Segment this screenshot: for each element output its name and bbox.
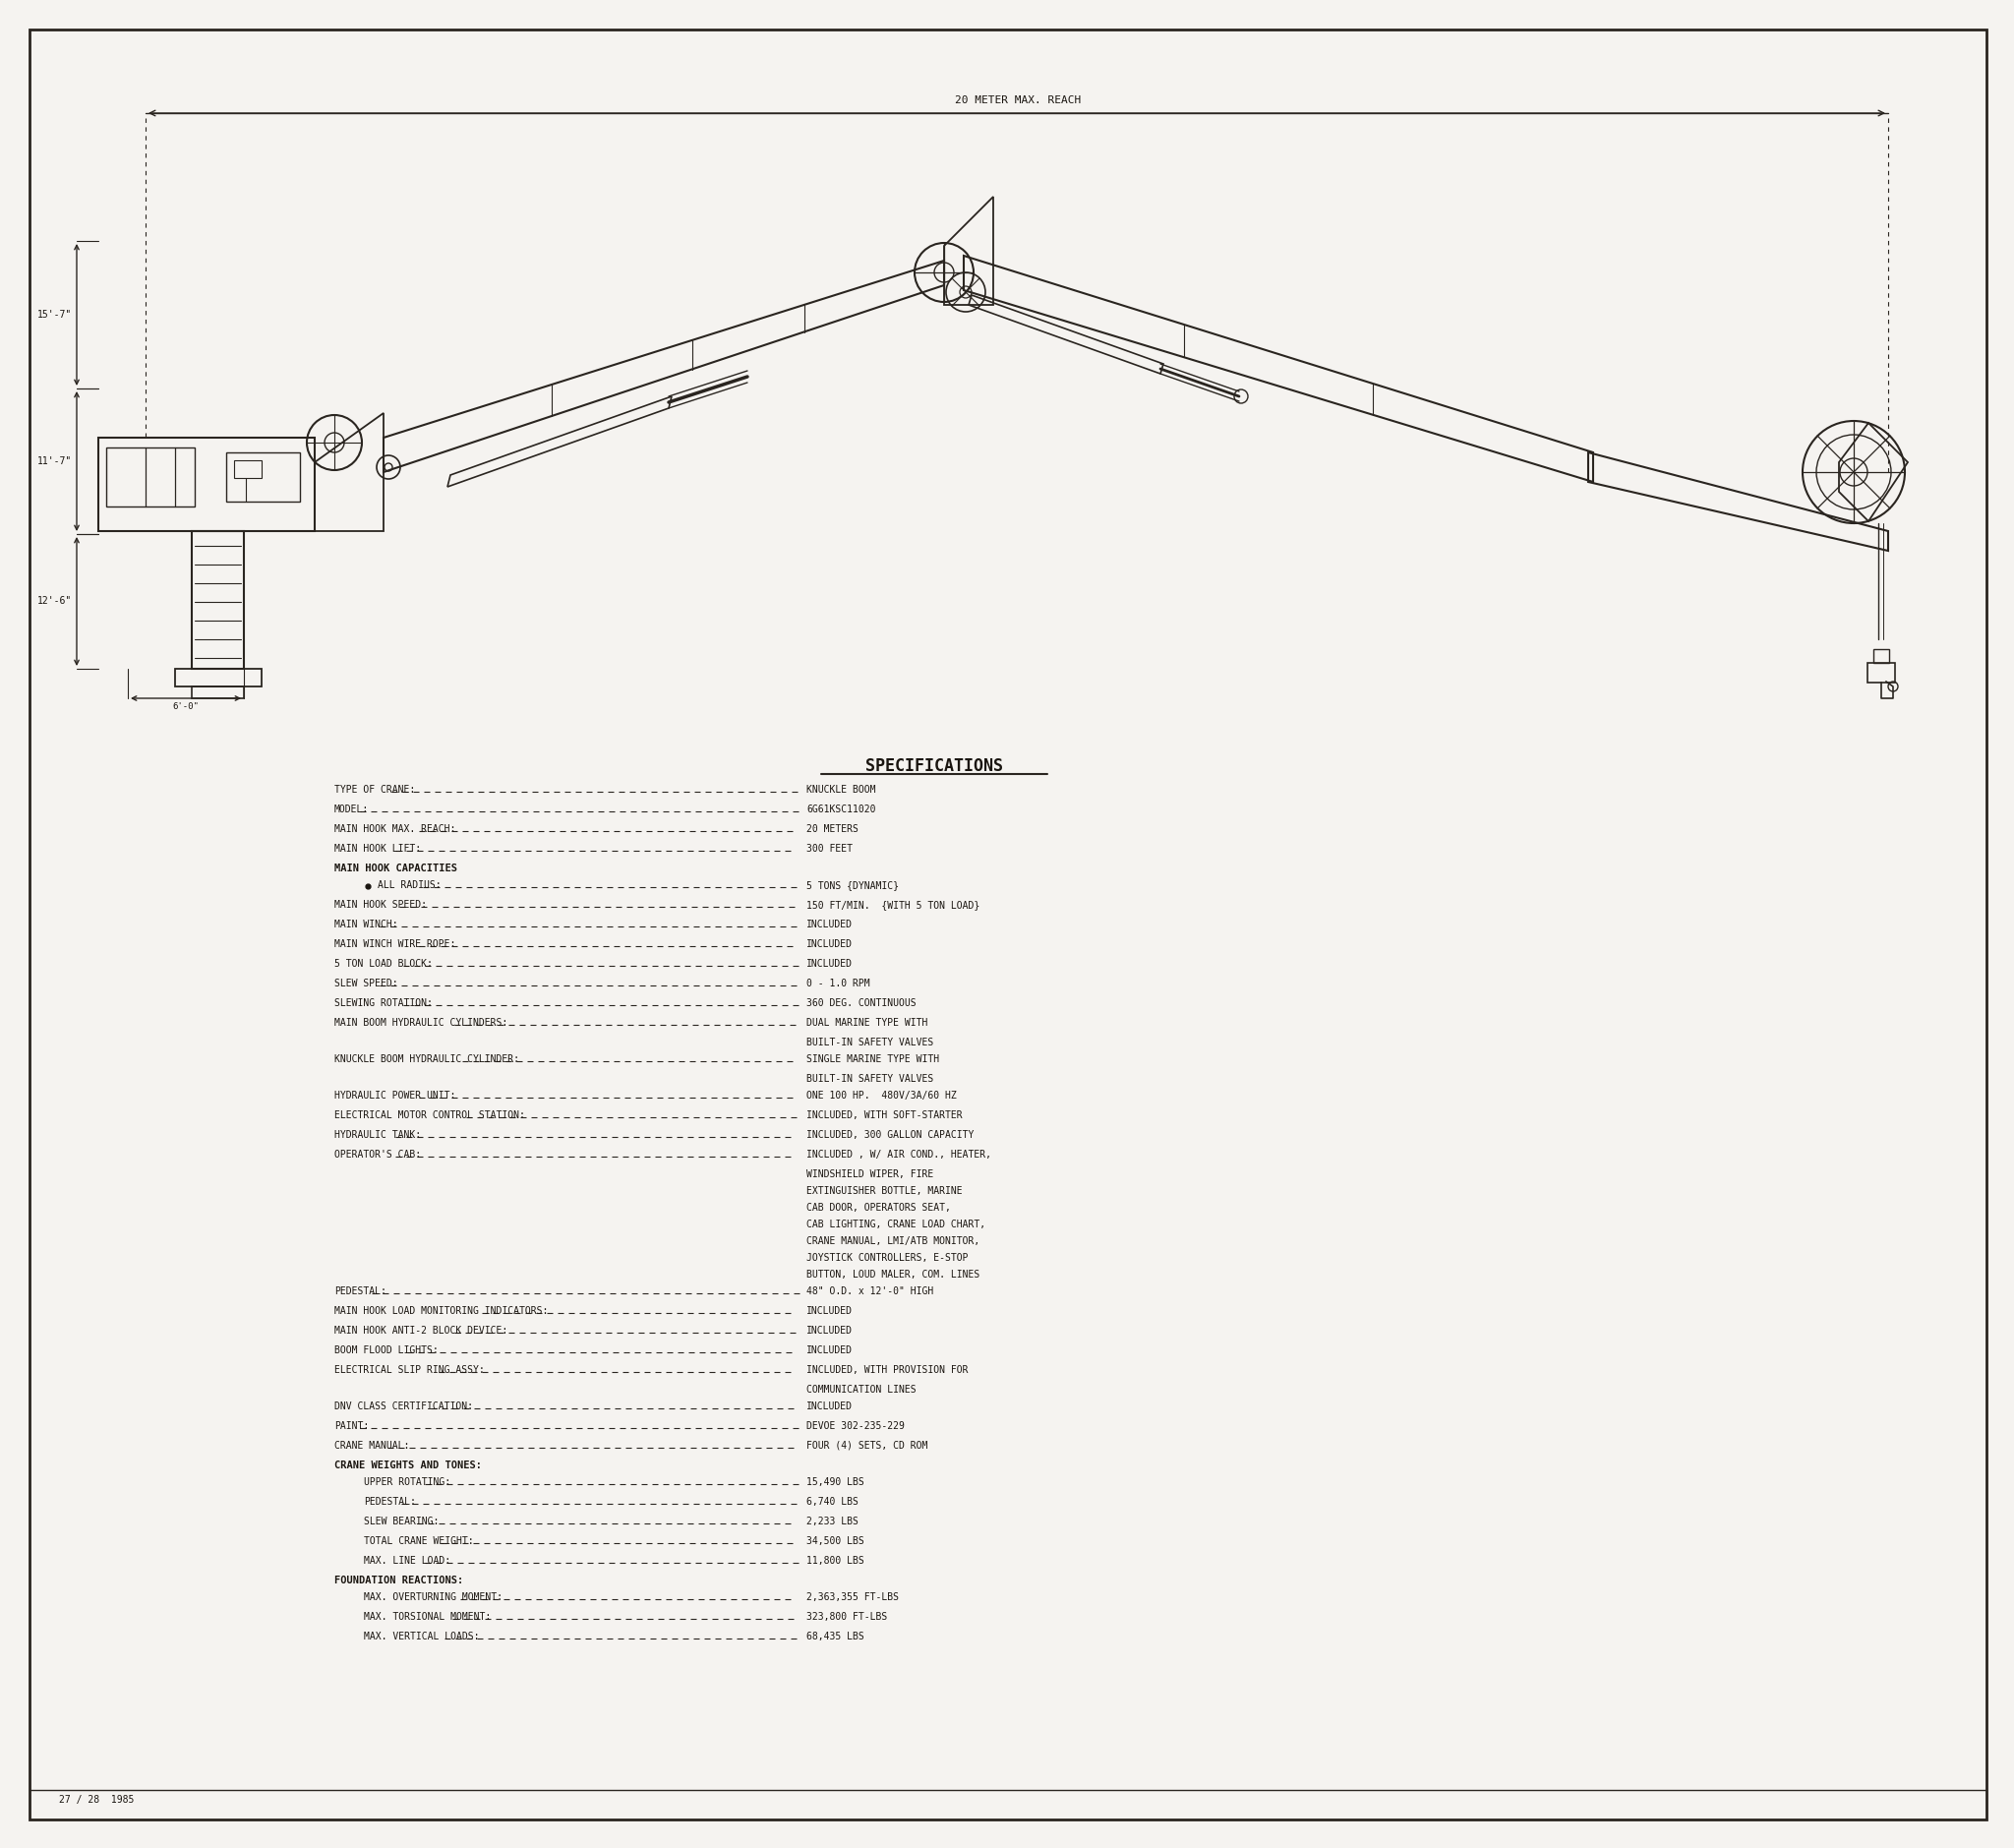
Text: INCLUDED: INCLUDED [806, 1325, 852, 1336]
Text: INCLUDED , W/ AIR COND., HEATER,: INCLUDED , W/ AIR COND., HEATER, [806, 1149, 991, 1159]
Text: JOYSTICK CONTROLLERS, E-STOP: JOYSTICK CONTROLLERS, E-STOP [806, 1253, 969, 1262]
Bar [191, 686, 244, 699]
Text: CRANE WEIGHTS AND TONES:: CRANE WEIGHTS AND TONES: [334, 1460, 481, 1471]
Bar [107, 447, 195, 506]
Text: 20 METERS: 20 METERS [806, 824, 858, 833]
Text: PAINT:: PAINT: [334, 1421, 369, 1430]
Text: MAIN BOOM HYDRAULIC CYLINDERS:: MAIN BOOM HYDRAULIC CYLINDERS: [334, 1018, 508, 1027]
Bar [175, 669, 262, 686]
Text: 15,490 LBS: 15,490 LBS [806, 1477, 864, 1488]
Text: ALL RADIUS:: ALL RADIUS: [379, 880, 441, 891]
Text: HYDRAULIC POWER UNIT:: HYDRAULIC POWER UNIT: [334, 1090, 455, 1101]
Text: ELECTRICAL MOTOR CONTROL STATION:: ELECTRICAL MOTOR CONTROL STATION: [334, 1111, 526, 1120]
Text: 34,500 LBS: 34,500 LBS [806, 1536, 864, 1547]
Bar [191, 530, 244, 669]
Text: EXTINGUISHER BOTTLE, MARINE: EXTINGUISHER BOTTLE, MARINE [806, 1186, 963, 1196]
Text: 68,435 LBS: 68,435 LBS [806, 1632, 864, 1641]
Text: 0 - 1.0 RPM: 0 - 1.0 RPM [806, 979, 870, 989]
Text: 15'-7": 15'-7" [36, 310, 73, 320]
Text: CAB DOOR, OPERATORS SEAT,: CAB DOOR, OPERATORS SEAT, [806, 1203, 951, 1212]
Text: 323,800 FT-LBS: 323,800 FT-LBS [806, 1611, 888, 1623]
Text: MAIN HOOK ANTI-2 BLOCK DEVICE:: MAIN HOOK ANTI-2 BLOCK DEVICE: [334, 1325, 508, 1336]
Bar [1867, 663, 1895, 682]
Text: INCLUDED, 300 GALLON CAPACITY: INCLUDED, 300 GALLON CAPACITY [806, 1129, 975, 1140]
Text: BOOM FLOOD LIGHTS:: BOOM FLOOD LIGHTS: [334, 1345, 439, 1355]
Text: 6,740 LBS: 6,740 LBS [806, 1497, 858, 1506]
Bar [226, 453, 300, 501]
Bar [234, 460, 262, 479]
Text: 11'-7": 11'-7" [36, 456, 73, 466]
Text: MAX. VERTICAL LOADS:: MAX. VERTICAL LOADS: [365, 1632, 479, 1641]
Text: MODEL:: MODEL: [334, 804, 369, 815]
Text: DNV CLASS CERTIFICATION:: DNV CLASS CERTIFICATION: [334, 1401, 473, 1412]
Text: 6'-0": 6'-0" [173, 702, 199, 711]
Text: MAIN WINCH:: MAIN WINCH: [334, 920, 399, 930]
Text: INCLUDED: INCLUDED [806, 1345, 852, 1355]
Text: KNUCKLE BOOM HYDRAULIC CYLINDER:: KNUCKLE BOOM HYDRAULIC CYLINDER: [334, 1055, 520, 1064]
Text: BUILT-IN SAFETY VALVES: BUILT-IN SAFETY VALVES [806, 1037, 934, 1048]
Text: 5 TON LOAD BLOCK:: 5 TON LOAD BLOCK: [334, 959, 433, 968]
Text: 150 FT/MIN.  {WITH 5 TON LOAD}: 150 FT/MIN. {WITH 5 TON LOAD} [806, 900, 979, 909]
Text: COMMUNICATION LINES: COMMUNICATION LINES [806, 1384, 916, 1395]
Text: SLEW BEARING:: SLEW BEARING: [365, 1517, 439, 1526]
Text: SPECIFICATIONS: SPECIFICATIONS [866, 758, 1003, 774]
Text: 27 / 28  1985: 27 / 28 1985 [58, 1794, 135, 1805]
Text: 20 METER MAX. REACH: 20 METER MAX. REACH [955, 96, 1082, 105]
Text: HYDRAULIC TANK:: HYDRAULIC TANK: [334, 1129, 421, 1140]
Text: MAIN WINCH WIRE ROPE:: MAIN WINCH WIRE ROPE: [334, 939, 455, 950]
Text: SINGLE MARINE TYPE WITH: SINGLE MARINE TYPE WITH [806, 1055, 939, 1064]
Text: PEDESTAL:: PEDESTAL: [365, 1497, 415, 1506]
Text: INCLUDED: INCLUDED [806, 939, 852, 950]
Text: INCLUDED, WITH SOFT-STARTER: INCLUDED, WITH SOFT-STARTER [806, 1111, 963, 1120]
Text: MAX. TORSIONAL MOMENT:: MAX. TORSIONAL MOMENT: [365, 1611, 491, 1623]
Text: MAX. LINE LOAD:: MAX. LINE LOAD: [365, 1556, 451, 1565]
Text: 11,800 LBS: 11,800 LBS [806, 1556, 864, 1565]
Text: DUAL MARINE TYPE WITH: DUAL MARINE TYPE WITH [806, 1018, 928, 1027]
Text: CRANE MANUAL:: CRANE MANUAL: [334, 1441, 409, 1451]
Text: INCLUDED: INCLUDED [806, 1401, 852, 1412]
Text: DEVOE 302-235-229: DEVOE 302-235-229 [806, 1421, 904, 1430]
Text: 12'-6": 12'-6" [36, 597, 73, 606]
Bar [1873, 649, 1889, 663]
Text: TYPE OF CRANE:: TYPE OF CRANE: [334, 785, 415, 795]
Text: CRANE MANUAL, LMI/ATB MONITOR,: CRANE MANUAL, LMI/ATB MONITOR, [806, 1236, 979, 1246]
Text: TOTAL CRANE WEIGHT:: TOTAL CRANE WEIGHT: [365, 1536, 473, 1547]
Text: BUTTON, LOUD MALER, COM. LINES: BUTTON, LOUD MALER, COM. LINES [806, 1270, 979, 1279]
Text: BUILT-IN SAFETY VALVES: BUILT-IN SAFETY VALVES [806, 1074, 934, 1083]
Text: INCLUDED: INCLUDED [806, 920, 852, 930]
Text: ONE 100 HP.  480V/3A/60 HZ: ONE 100 HP. 480V/3A/60 HZ [806, 1090, 957, 1101]
Text: MAIN HOOK LOAD MONITORING INDICATORS:: MAIN HOOK LOAD MONITORING INDICATORS: [334, 1307, 548, 1316]
Text: INCLUDED: INCLUDED [806, 959, 852, 968]
Text: INCLUDED, WITH PROVISION FOR: INCLUDED, WITH PROVISION FOR [806, 1366, 969, 1375]
Text: UPPER ROTATING:: UPPER ROTATING: [365, 1477, 451, 1488]
Text: MAIN HOOK MAX. REACH:: MAIN HOOK MAX. REACH: [334, 824, 455, 833]
Text: FOUR (4) SETS, CD ROM: FOUR (4) SETS, CD ROM [806, 1441, 928, 1451]
Text: ELECTRICAL SLIP RING ASSY:: ELECTRICAL SLIP RING ASSY: [334, 1366, 485, 1375]
Text: 2,233 LBS: 2,233 LBS [806, 1517, 858, 1526]
Bar [99, 438, 314, 530]
Text: WINDSHIELD WIPER, FIRE: WINDSHIELD WIPER, FIRE [806, 1170, 934, 1179]
Text: MAIN HOOK CAPACITIES: MAIN HOOK CAPACITIES [334, 863, 457, 874]
Text: KNUCKLE BOOM: KNUCKLE BOOM [806, 785, 876, 795]
Text: CAB LIGHTING, CRANE LOAD CHART,: CAB LIGHTING, CRANE LOAD CHART, [806, 1220, 985, 1229]
Text: OPERATOR'S CAB:: OPERATOR'S CAB: [334, 1149, 421, 1159]
Text: 5 TONS {DYNAMIC}: 5 TONS {DYNAMIC} [806, 880, 898, 891]
Text: 300 FEET: 300 FEET [806, 845, 852, 854]
Text: INCLUDED: INCLUDED [806, 1307, 852, 1316]
Text: 48" O.D. x 12'-0" HIGH: 48" O.D. x 12'-0" HIGH [806, 1286, 934, 1295]
Text: PEDESTAL:: PEDESTAL: [334, 1286, 387, 1295]
Text: MAIN HOOK SPEED:: MAIN HOOK SPEED: [334, 900, 427, 909]
Text: SLEWING ROTATION:: SLEWING ROTATION: [334, 998, 433, 1009]
Text: MAX. OVERTURNING MOMENT:: MAX. OVERTURNING MOMENT: [365, 1593, 504, 1602]
Text: FOUNDATION REACTIONS:: FOUNDATION REACTIONS: [334, 1576, 463, 1586]
Text: 360 DEG. CONTINUOUS: 360 DEG. CONTINUOUS [806, 998, 916, 1009]
Text: 6G61KSC11020: 6G61KSC11020 [806, 804, 876, 815]
Text: SLEW SPEED:: SLEW SPEED: [334, 979, 399, 989]
Text: MAIN HOOK LIFT:: MAIN HOOK LIFT: [334, 845, 421, 854]
Text: 2,363,355 FT-LBS: 2,363,355 FT-LBS [806, 1593, 898, 1602]
